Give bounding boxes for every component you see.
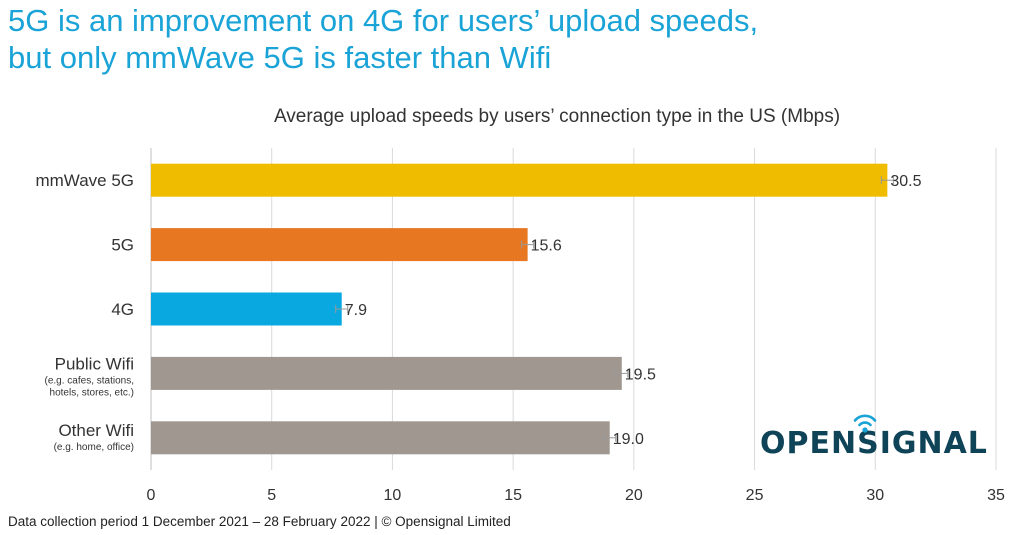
data-label: 30.5 <box>890 173 921 190</box>
chart-title: Average upload speeds by users’ connecti… <box>273 106 841 127</box>
data-label: 15.6 <box>531 238 562 255</box>
data-label: 7.9 <box>345 302 367 319</box>
bar <box>151 163 888 197</box>
x-tick-label: 25 <box>746 487 764 504</box>
data-label: 19.0 <box>613 431 644 448</box>
category-label: mmWave 5G <box>35 171 134 190</box>
chart-headline: 5G is an improvement on 4G for users’ up… <box>8 2 1018 76</box>
bar <box>151 228 528 262</box>
x-tick-label: 30 <box>866 487 884 504</box>
category-sublabel: hotels, stores, etc.) <box>50 387 134 398</box>
bar <box>151 292 342 326</box>
category-label: 5G <box>111 236 134 255</box>
opensignal-logo: OPENSIGNAL <box>760 414 996 466</box>
x-tick-label: 35 <box>987 487 1005 504</box>
data-label: 19.5 <box>625 366 656 383</box>
footer-note: Data collection period 1 December 2021 –… <box>8 514 511 529</box>
signal-waves-icon <box>853 414 877 433</box>
logo-text: OPENSIGNAL <box>760 426 988 461</box>
headline-line-1: 5G is an improvement on 4G for users’ up… <box>8 3 759 38</box>
x-tick-label: 0 <box>147 487 156 504</box>
category-sublabel: (e.g. home, office) <box>54 442 134 453</box>
category-label: Other Wifi <box>58 421 134 440</box>
category-label: 4G <box>111 300 134 319</box>
x-tick-label: 15 <box>504 487 522 504</box>
bar <box>151 421 610 455</box>
headline-line-2: but only mmWave 5G is faster than Wifi <box>8 40 552 75</box>
category-sublabel: (e.g. cafes, stations, <box>45 375 135 386</box>
category-label: Public Wifi <box>55 354 134 373</box>
bar <box>151 356 622 390</box>
x-tick-label: 10 <box>384 487 402 504</box>
x-tick-label: 20 <box>625 487 643 504</box>
x-tick-label: 5 <box>267 487 276 504</box>
